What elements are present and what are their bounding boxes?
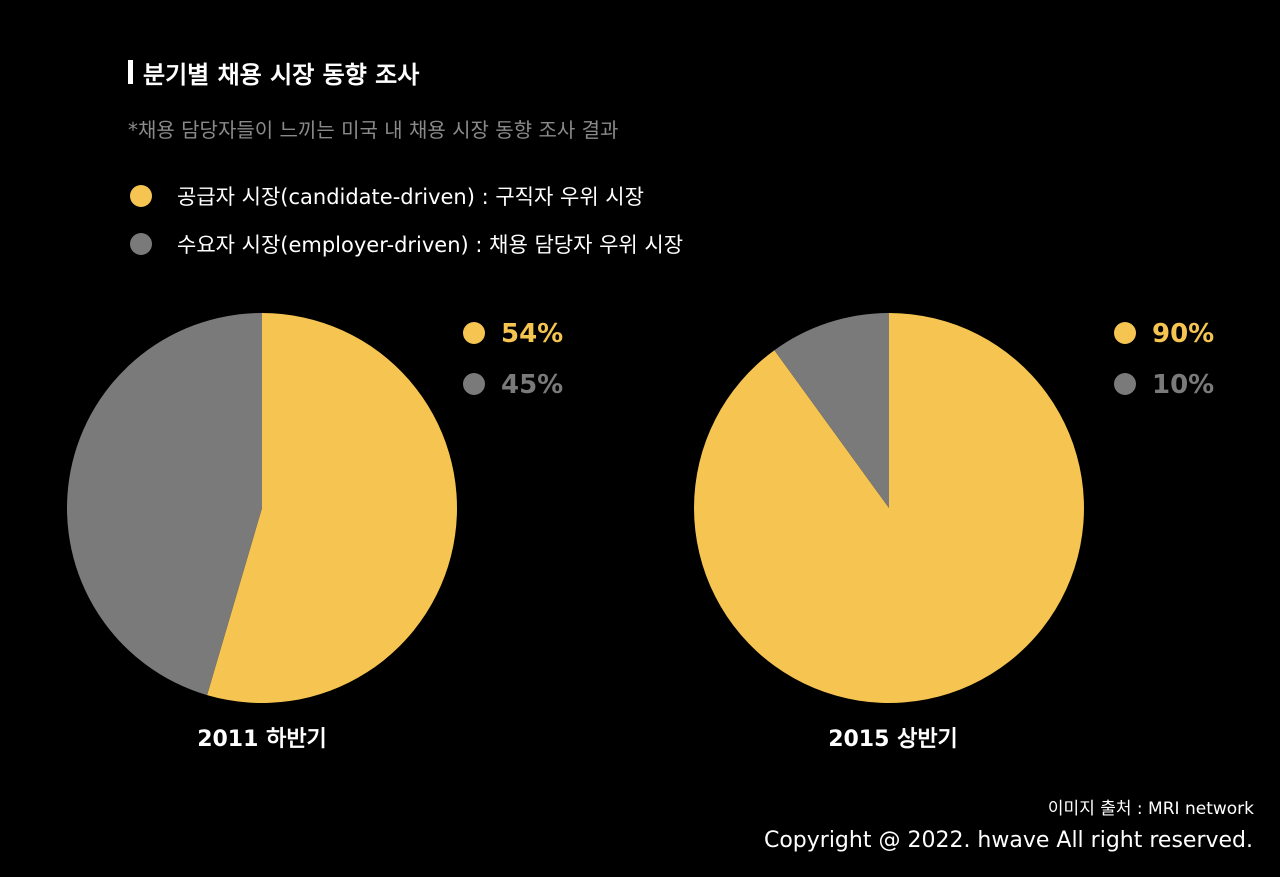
pie-2-slice-employer [774,313,889,508]
pie-2-value-dot-candidate [1114,322,1136,344]
legend-label-employer: 수요자 시장(employer-driven) : 채용 담당자 우위 시장 [177,233,684,257]
legend-dot-candidate [130,185,152,207]
legend-item-candidate: 공급자 시장(candidate-driven) : 구직자 우위 시장 [130,172,683,220]
page-title: 분기별 채용 시장 동향 조사 [143,60,420,89]
title-accent-bar [128,60,133,84]
pie-2-slice-candidate [693,313,1084,703]
pie-2-value-label-candidate: 90% [1152,319,1214,349]
legend: 공급자 시장(candidate-driven) : 구직자 우위 시장 수요자… [130,172,683,268]
pie-2-caption: 2015 상반기 [828,727,958,752]
pie-1-caption: 2011 하반기 [197,727,327,752]
copyright: Copyright @ 2022. hwave All right reserv… [763,828,1253,853]
pie-1-value-dot-candidate [463,322,485,344]
legend-dot-employer [130,233,152,255]
pie-1-value-label-candidate: 54% [501,319,563,349]
pie-1-slice-employer [67,313,262,696]
legend-label-candidate: 공급자 시장(candidate-driven) : 구직자 우위 시장 [177,185,644,209]
pie-1-slice-candidate [207,313,458,703]
title-block: 분기별 채용 시장 동향 조사 [128,52,419,92]
image-source: 이미지 출처 : MRI network [1047,799,1254,819]
pie-2-value-dot-employer [1114,373,1136,395]
pie-1-value-dot-employer [463,373,485,395]
pie-2-value-label-employer: 10% [1152,370,1214,400]
pie-1-value-label-employer: 45% [501,370,563,400]
legend-item-employer: 수요자 시장(employer-driven) : 채용 담당자 우위 시장 [130,220,683,268]
page-subtitle: *채용 담당자들이 느끼는 미국 내 채용 시장 동향 조사 결과 [128,118,619,142]
